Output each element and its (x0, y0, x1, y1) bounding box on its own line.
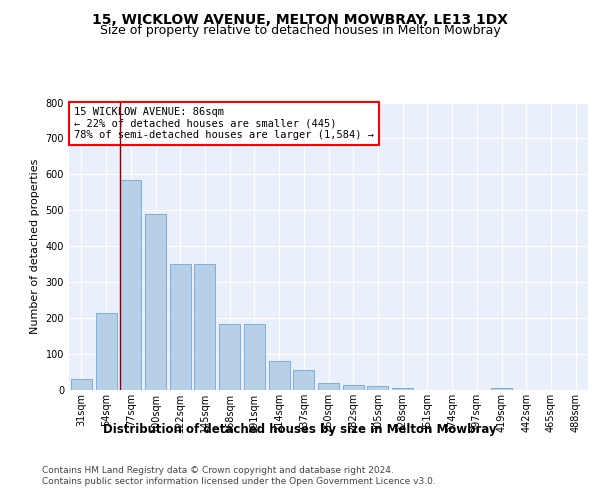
Bar (318, 383, 339, 390)
Bar (120, 180, 141, 390)
Text: Contains public sector information licensed under the Open Government Licence v3: Contains public sector information licen… (42, 478, 436, 486)
Bar (95, 312, 116, 390)
Bar (367, 386, 388, 390)
Text: 15 WICKLOW AVENUE: 86sqm
← 22% of detached houses are smaller (445)
78% of semi-: 15 WICKLOW AVENUE: 86sqm ← 22% of detach… (74, 107, 374, 140)
Text: Contains HM Land Registry data © Crown copyright and database right 2024.: Contains HM Land Registry data © Crown c… (42, 466, 394, 475)
Text: 15, WICKLOW AVENUE, MELTON MOWBRAY, LE13 1DX: 15, WICKLOW AVENUE, MELTON MOWBRAY, LE13… (92, 12, 508, 26)
Bar (293, 370, 314, 390)
Bar (219, 324, 240, 390)
Bar (145, 214, 166, 390)
Bar (194, 264, 215, 390)
Bar (491, 388, 512, 390)
Bar (244, 324, 265, 390)
Bar (71, 379, 92, 390)
Bar (392, 388, 413, 390)
Y-axis label: Number of detached properties: Number of detached properties (30, 158, 40, 334)
Bar (170, 264, 191, 390)
Bar (343, 384, 364, 390)
Text: Size of property relative to detached houses in Melton Mowbray: Size of property relative to detached ho… (100, 24, 500, 37)
Text: Distribution of detached houses by size in Melton Mowbray: Distribution of detached houses by size … (103, 422, 497, 436)
Bar (269, 361, 290, 390)
